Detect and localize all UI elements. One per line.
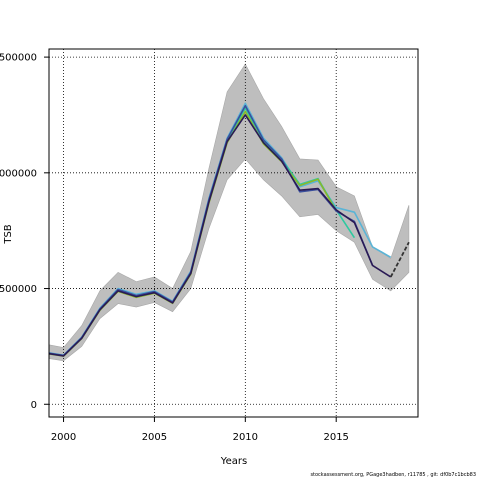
x-tick-label: 2015 [323,432,348,443]
x-tick-label: 2005 [142,432,167,443]
y-tick-label: 1500000 [0,53,37,64]
x-tick-label: 2000 [51,432,76,443]
series-line-5 [49,114,392,357]
series-line-6 [389,241,410,278]
x-axis-label: Years [220,456,247,467]
y-tick-label: 500000 [0,284,37,295]
y-tick-label: 0 [31,400,37,411]
y-tick-label: 1000000 [0,168,37,179]
x-tick-label: 2010 [233,432,258,443]
axis-layer: 2000 2005 2010 2015 0 500000 1000000 1500000 [0,53,349,443]
plot-frame [48,48,419,418]
series-layer [49,102,410,357]
y-axis-label: TSB [3,224,14,244]
footer-note: stockassessment.org, PGage3hadben, r1178… [310,472,476,478]
